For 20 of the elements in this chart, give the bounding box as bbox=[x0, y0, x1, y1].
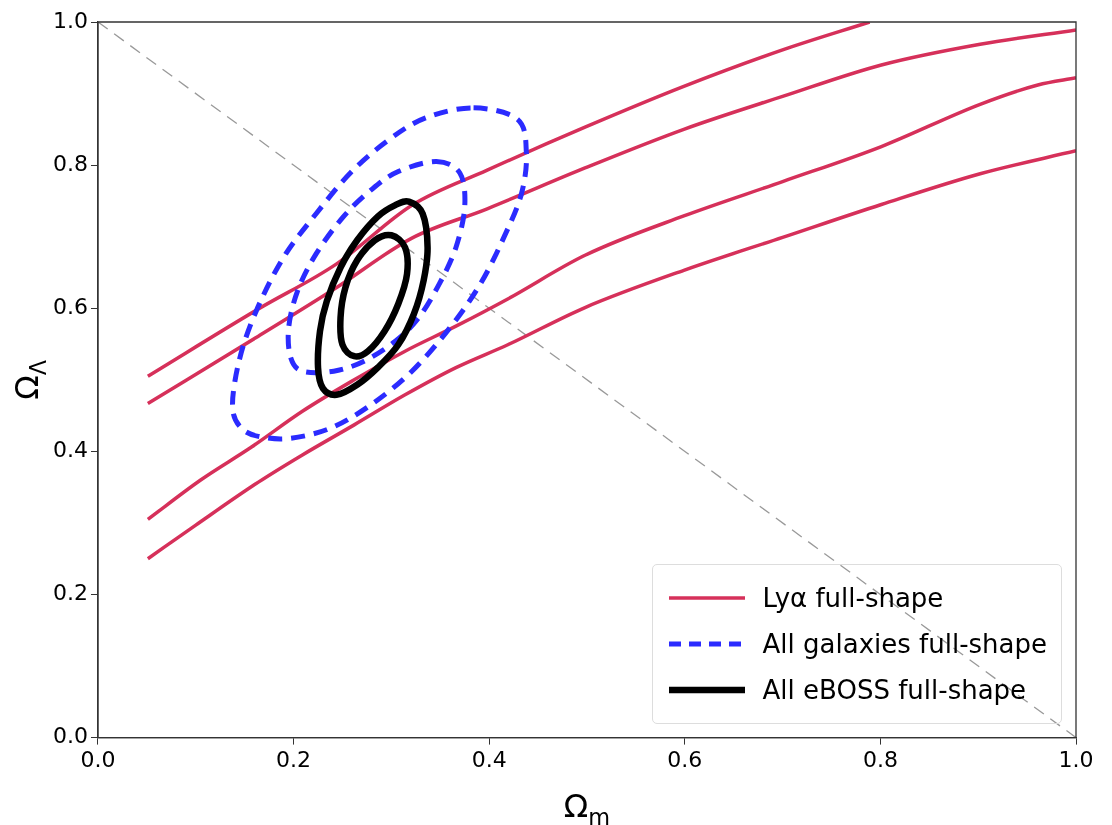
x-tick-label: 0.4 bbox=[471, 746, 507, 772]
x-tick-label: 1.0 bbox=[1058, 746, 1094, 772]
x-tick-label: 0.6 bbox=[667, 746, 703, 772]
line-series bbox=[146, 28, 1076, 406]
line-series bbox=[146, 22, 872, 378]
y-tick-label: 0.2 bbox=[52, 580, 88, 606]
y-tick-label: 0.8 bbox=[52, 150, 88, 176]
x-tick-label: 0.0 bbox=[80, 746, 116, 772]
line-series bbox=[146, 149, 1076, 561]
annotation: All galaxies full-shape bbox=[762, 628, 1047, 659]
y-tick-label: 0.4 bbox=[52, 437, 88, 463]
y-tick-label: 1.0 bbox=[52, 7, 88, 33]
x-tick-label: 0.2 bbox=[276, 746, 312, 772]
x-tick-label: 0.8 bbox=[862, 746, 898, 772]
y-tick-label: 0.0 bbox=[52, 723, 88, 749]
annotation: All eBOSS full-shape bbox=[762, 674, 1027, 705]
legend-label: Lyα full-shape bbox=[762, 582, 944, 613]
y-axis-title: ΩΛ bbox=[8, 359, 51, 400]
y-tick-label: 0.6 bbox=[52, 293, 88, 319]
line-series bbox=[146, 76, 1076, 522]
